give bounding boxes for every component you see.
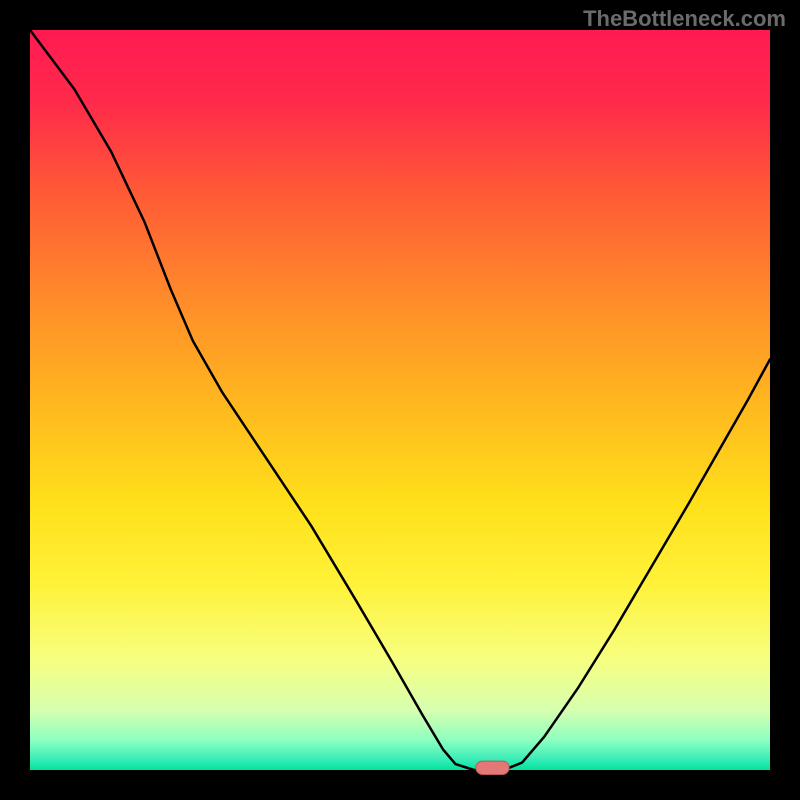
bottleneck-chart [0, 0, 800, 800]
plot-background [30, 30, 770, 770]
optimal-point-marker [476, 761, 509, 774]
watermark-text: TheBottleneck.com [583, 6, 786, 32]
chart-container: TheBottleneck.com [0, 0, 800, 800]
